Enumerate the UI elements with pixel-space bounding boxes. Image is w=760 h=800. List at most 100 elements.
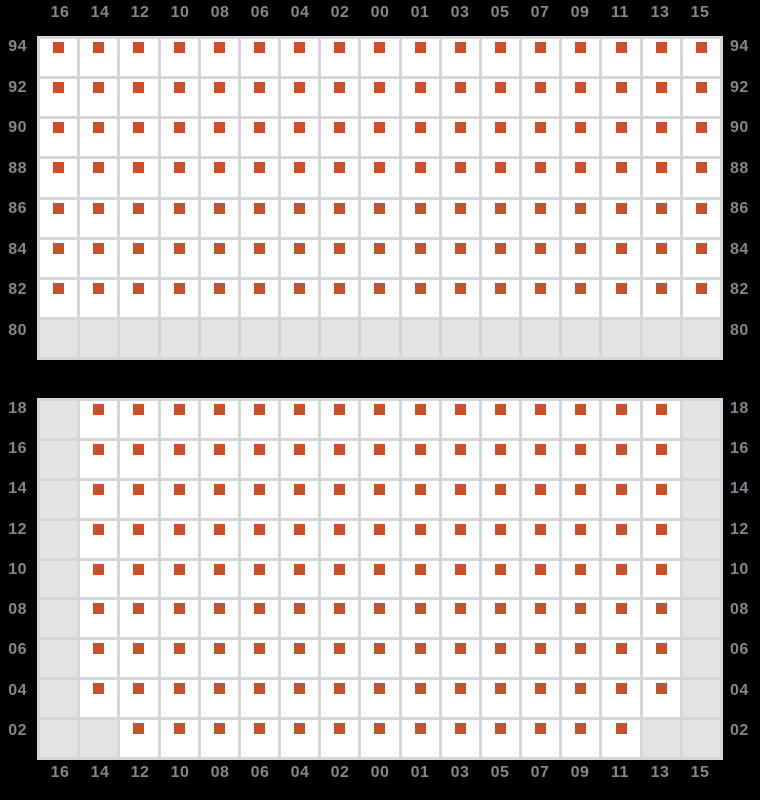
grid-cell-r86-c05[interactable] — [481, 199, 520, 237]
grid-cell-r84-c11[interactable] — [602, 239, 640, 277]
grid-cell-r86-c10[interactable] — [160, 199, 198, 237]
grid-cell-r88-c11[interactable] — [602, 159, 640, 197]
grid-cell-r84-c03[interactable] — [441, 239, 479, 277]
grid-cell-r92-c00[interactable] — [361, 79, 399, 117]
grid-cell-r10-c12[interactable] — [120, 560, 158, 598]
grid-cell-r18-c14[interactable] — [80, 401, 118, 438]
grid-cell-r86-c12[interactable] — [120, 199, 158, 237]
grid-cell-r14-c01[interactable] — [401, 480, 439, 518]
grid-cell-r02-c09[interactable] — [562, 720, 600, 757]
grid-cell-r90-c13[interactable] — [642, 119, 680, 157]
grid-cell-r84-c13[interactable] — [642, 239, 680, 277]
grid-cell-r84-c12[interactable] — [120, 239, 158, 277]
grid-cell-r88-c07[interactable] — [522, 159, 560, 197]
grid-cell-r02-c07[interactable] — [522, 720, 560, 757]
grid-cell-r82-c08[interactable] — [200, 279, 238, 317]
grid-cell-r02-c04[interactable] — [281, 720, 319, 757]
grid-cell-r06-c04[interactable] — [281, 640, 319, 678]
grid-cell-r82-c06[interactable] — [240, 279, 279, 317]
grid-cell-r06-c10[interactable] — [160, 640, 198, 678]
grid-cell-r18-c11[interactable] — [602, 401, 640, 438]
grid-cell-r08-c03[interactable] — [441, 600, 479, 638]
grid-cell-r86-c02[interactable] — [321, 199, 359, 237]
grid-cell-r18-c07[interactable] — [522, 401, 560, 438]
grid-cell-r06-c13[interactable] — [642, 640, 680, 678]
grid-cell-r08-c00[interactable] — [361, 600, 399, 638]
grid-cell-r14-c11[interactable] — [602, 480, 640, 518]
grid-cell-r90-c06[interactable] — [240, 119, 279, 157]
grid-cell-r90-c09[interactable] — [562, 119, 600, 157]
grid-cell-r04-c03[interactable] — [441, 680, 479, 718]
grid-cell-r12-c02[interactable] — [321, 520, 359, 558]
grid-cell-r08-c01[interactable] — [401, 600, 439, 638]
grid-cell-r82-c03[interactable] — [441, 279, 479, 317]
grid-cell-r12-c12[interactable] — [120, 520, 158, 558]
grid-cell-r02-c05[interactable] — [481, 720, 520, 757]
grid-cell-r08-c09[interactable] — [562, 600, 600, 638]
grid-cell-r92-c01[interactable] — [401, 79, 439, 117]
grid-cell-r06-c11[interactable] — [602, 640, 640, 678]
grid-cell-r04-c00[interactable] — [361, 680, 399, 718]
grid-cell-r92-c03[interactable] — [441, 79, 479, 117]
grid-cell-r84-c16[interactable] — [40, 239, 78, 277]
grid-cell-r90-c02[interactable] — [321, 119, 359, 157]
grid-cell-r16-c06[interactable] — [240, 440, 279, 478]
grid-cell-r08-c11[interactable] — [602, 600, 640, 638]
grid-cell-r84-c04[interactable] — [281, 239, 319, 277]
grid-cell-r94-c00[interactable] — [361, 39, 399, 77]
grid-cell-r90-c08[interactable] — [200, 119, 238, 157]
grid-cell-r84-c15[interactable] — [682, 239, 720, 277]
grid-cell-r88-c08[interactable] — [200, 159, 238, 197]
grid-cell-r92-c12[interactable] — [120, 79, 158, 117]
grid-cell-r82-c07[interactable] — [522, 279, 560, 317]
grid-cell-r92-c07[interactable] — [522, 79, 560, 117]
grid-cell-r88-c05[interactable] — [481, 159, 520, 197]
grid-cell-r86-c11[interactable] — [602, 199, 640, 237]
grid-cell-r06-c05[interactable] — [481, 640, 520, 678]
grid-cell-r82-c13[interactable] — [642, 279, 680, 317]
grid-cell-r04-c12[interactable] — [120, 680, 158, 718]
grid-cell-r88-c10[interactable] — [160, 159, 198, 197]
grid-cell-r14-c08[interactable] — [200, 480, 238, 518]
grid-cell-r16-c07[interactable] — [522, 440, 560, 478]
grid-cell-r04-c01[interactable] — [401, 680, 439, 718]
grid-cell-r16-c09[interactable] — [562, 440, 600, 478]
grid-cell-r94-c05[interactable] — [481, 39, 520, 77]
grid-cell-r14-c13[interactable] — [642, 480, 680, 518]
grid-cell-r82-c04[interactable] — [281, 279, 319, 317]
grid-cell-r10-c00[interactable] — [361, 560, 399, 598]
grid-cell-r94-c04[interactable] — [281, 39, 319, 77]
grid-cell-r84-c02[interactable] — [321, 239, 359, 277]
grid-cell-r04-c04[interactable] — [281, 680, 319, 718]
grid-cell-r84-c00[interactable] — [361, 239, 399, 277]
grid-cell-r94-c11[interactable] — [602, 39, 640, 77]
grid-cell-r92-c06[interactable] — [240, 79, 279, 117]
grid-cell-r94-c06[interactable] — [240, 39, 279, 77]
grid-cell-r16-c10[interactable] — [160, 440, 198, 478]
grid-cell-r92-c05[interactable] — [481, 79, 520, 117]
grid-cell-r02-c08[interactable] — [200, 720, 238, 757]
grid-cell-r90-c07[interactable] — [522, 119, 560, 157]
grid-cell-r94-c16[interactable] — [40, 39, 78, 77]
grid-cell-r10-c10[interactable] — [160, 560, 198, 598]
grid-cell-r18-c13[interactable] — [642, 401, 680, 438]
grid-cell-r14-c07[interactable] — [522, 480, 560, 518]
grid-cell-r12-c14[interactable] — [80, 520, 118, 558]
grid-cell-r16-c04[interactable] — [281, 440, 319, 478]
grid-cell-r08-c10[interactable] — [160, 600, 198, 638]
grid-cell-r94-c07[interactable] — [522, 39, 560, 77]
grid-cell-r94-c10[interactable] — [160, 39, 198, 77]
grid-cell-r08-c07[interactable] — [522, 600, 560, 638]
grid-cell-r86-c09[interactable] — [562, 199, 600, 237]
grid-cell-r16-c00[interactable] — [361, 440, 399, 478]
grid-cell-r82-c14[interactable] — [80, 279, 118, 317]
grid-cell-r88-c09[interactable] — [562, 159, 600, 197]
grid-cell-r88-c16[interactable] — [40, 159, 78, 197]
grid-cell-r94-c09[interactable] — [562, 39, 600, 77]
grid-cell-r16-c03[interactable] — [441, 440, 479, 478]
grid-cell-r82-c11[interactable] — [602, 279, 640, 317]
grid-cell-r84-c06[interactable] — [240, 239, 279, 277]
grid-cell-r12-c13[interactable] — [642, 520, 680, 558]
grid-cell-r18-c00[interactable] — [361, 401, 399, 438]
grid-cell-r90-c04[interactable] — [281, 119, 319, 157]
